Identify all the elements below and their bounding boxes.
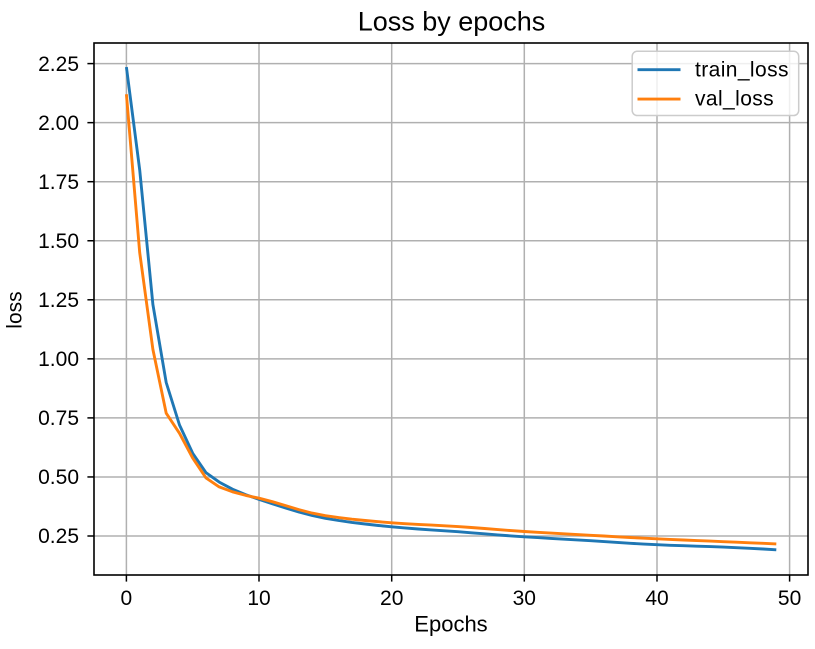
svg-text:0: 0 (121, 587, 133, 610)
svg-text:2.25: 2.25 (38, 53, 79, 76)
svg-text:val_loss: val_loss (695, 87, 774, 110)
svg-text:loss: loss (4, 291, 27, 328)
svg-text:20: 20 (380, 587, 403, 610)
svg-text:40: 40 (645, 587, 668, 610)
svg-text:0.75: 0.75 (38, 407, 79, 430)
svg-text:10: 10 (247, 587, 270, 610)
svg-text:0.50: 0.50 (38, 466, 79, 489)
svg-text:30: 30 (513, 587, 536, 610)
svg-text:1.00: 1.00 (38, 348, 79, 371)
svg-text:2.00: 2.00 (38, 112, 79, 135)
svg-text:1.50: 1.50 (38, 230, 79, 253)
svg-text:Epochs: Epochs (414, 611, 487, 636)
svg-text:0.25: 0.25 (38, 525, 79, 548)
svg-text:50: 50 (778, 587, 801, 610)
svg-text:1.75: 1.75 (38, 171, 79, 194)
svg-text:1.25: 1.25 (38, 289, 79, 312)
svg-text:Loss by epochs: Loss by epochs (358, 7, 546, 37)
svg-text:train_loss: train_loss (695, 59, 789, 82)
